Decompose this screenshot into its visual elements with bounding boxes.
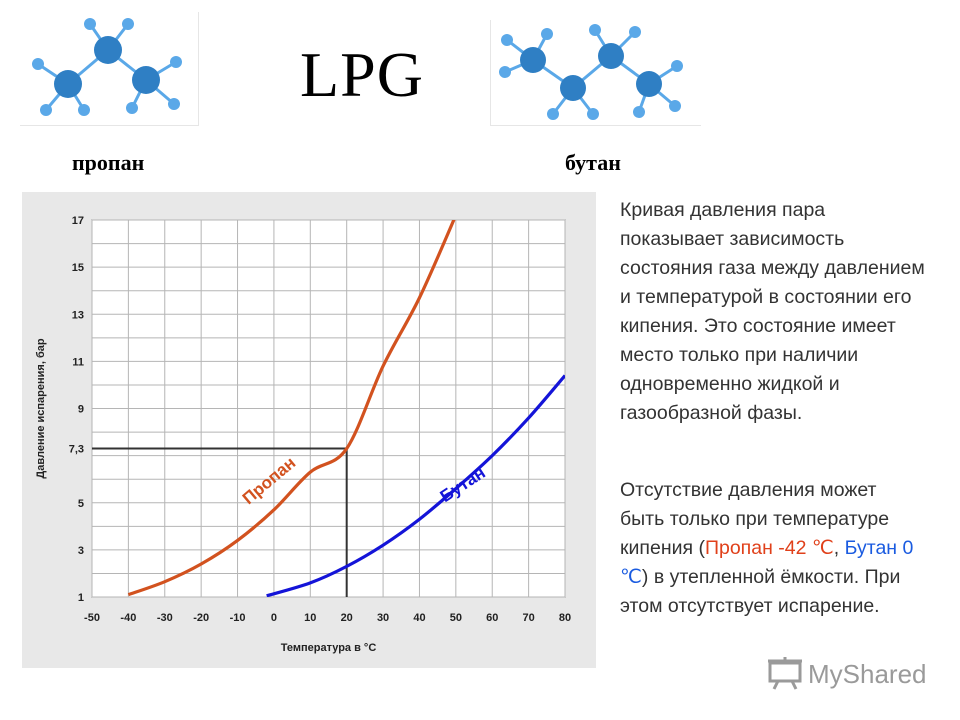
watermark-text: MyShared <box>808 659 927 689</box>
vapor-pressure-chart: -50 -40 -30 -20 -10 0 10 20 30 40 50 60 70 80 1 3 5 7,3 9 1… <box>22 192 596 668</box>
x-tick-label: 20 <box>341 612 353 624</box>
y-tick-label: 13 <box>72 309 84 321</box>
y-tick-label: 15 <box>72 262 84 274</box>
series-line-butane <box>266 374 565 597</box>
x-tick-label: -20 <box>193 612 209 624</box>
y-tick-label: 1 <box>78 592 84 604</box>
x-tick-label: -40 <box>120 612 136 624</box>
description-paragraph-1: Кривая давления пара показывает зависимо… <box>620 199 925 424</box>
x-tick-label: 30 <box>377 612 389 624</box>
chart-svg: -50 -40 -30 -20 -10 0 10 20 30 40 50 60 70 801357,391… <box>35 215 571 654</box>
butane-boiling-point: Бутан 0 ℃ <box>620 537 914 588</box>
butane-molecule-image <box>490 20 701 126</box>
x-axis-title: Температура в °С <box>281 642 377 654</box>
p2-text-a: Отсутствие давления может быть только пр… <box>620 479 890 559</box>
y-tick-label: 11 <box>72 356 84 368</box>
x-tick-label: 10 <box>304 612 316 624</box>
y-tick-label: 5 <box>78 498 84 510</box>
watermark: MyShared <box>766 655 936 695</box>
p2-separator: , <box>833 537 845 559</box>
y-tick-label: 17 <box>72 215 84 227</box>
propane-label: пропан <box>72 150 145 175</box>
p2-text-b: ) в утепленной ёмкости. При этом отсутст… <box>620 566 901 617</box>
x-tick-label: 80 <box>559 612 571 624</box>
presentation-board-icon <box>768 657 802 690</box>
x-tick-label: 70 <box>522 612 534 624</box>
x-tick-label: 60 <box>486 612 498 624</box>
page-title: LPG <box>300 39 424 110</box>
x-tick-label: -50 <box>84 612 100 624</box>
x-tick-label: 40 <box>413 612 425 624</box>
x-tick-label: -30 <box>157 612 173 624</box>
y-tick-label: 9 <box>78 404 84 416</box>
x-tick-label: 50 <box>450 612 462 624</box>
propane-boiling-point: Пропан -42 ℃ <box>704 537 834 559</box>
y-tick-label: 3 <box>78 545 84 557</box>
description-paragraph-2: Отсутствие давления может быть только пр… <box>620 476 925 621</box>
propane-molecule-image <box>20 12 199 126</box>
butane-label: бутан <box>565 150 621 175</box>
x-tick-label: 0 <box>271 612 277 624</box>
y-axis-title: Давление испарения, бар <box>35 338 47 478</box>
description-panel: Кривая давления пара показывает зависимо… <box>598 192 928 668</box>
y-tick-label: 7,3 <box>69 444 84 456</box>
x-tick-label: -10 <box>230 612 246 624</box>
series-line-propane <box>127 220 456 597</box>
